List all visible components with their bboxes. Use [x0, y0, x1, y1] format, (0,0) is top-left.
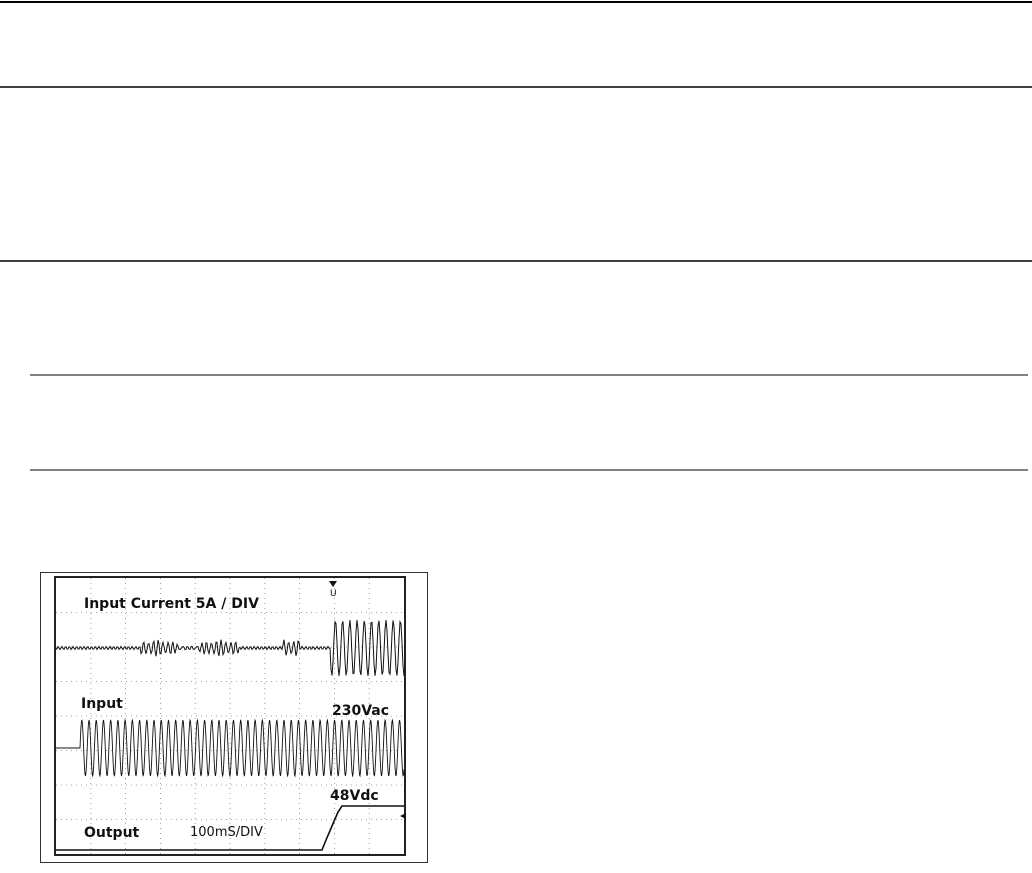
oscilloscope-figure: U Input Current 5A / DIV Input 230Vac 48… [40, 572, 428, 863]
input-trace [56, 718, 405, 778]
current-label: Input Current 5A / DIV [84, 596, 259, 612]
level-marker [400, 813, 406, 819]
input-voltage-label: 230Vac [332, 703, 389, 719]
trigger-label: U [330, 589, 337, 599]
output-voltage-label: 48Vdc [330, 788, 379, 804]
scope-grid [56, 578, 404, 854]
timebase-label: 100mS/DIV [190, 825, 263, 840]
scope-traces [55, 619, 405, 851]
trigger-marker [329, 581, 337, 587]
input-label: Input [81, 696, 123, 712]
current-trace [55, 619, 405, 677]
output-label: Output [84, 825, 140, 841]
output-trace [56, 805, 404, 851]
